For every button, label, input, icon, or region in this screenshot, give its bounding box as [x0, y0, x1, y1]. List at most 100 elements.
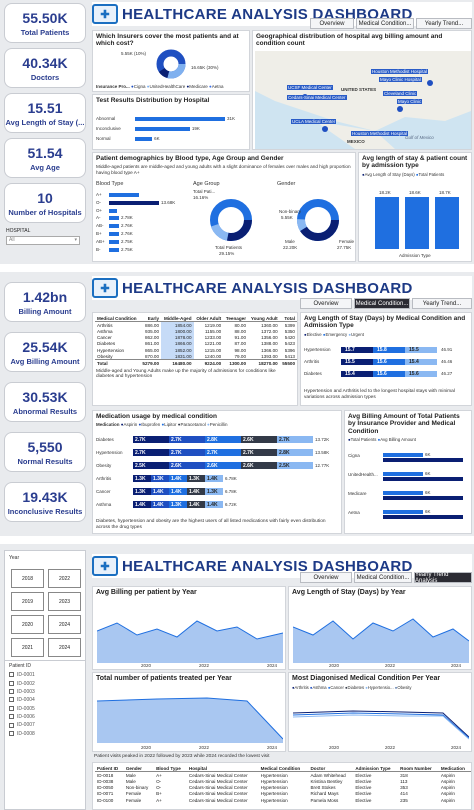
tab-medical-condition[interactable]: Medical Condition... [356, 18, 414, 29]
blood-type-bar[interactable] [109, 239, 119, 244]
medication-segment[interactable] [169, 449, 205, 456]
los-segment[interactable] [405, 371, 437, 377]
tab-medical-condition[interactable]: Medical Condition... [354, 572, 412, 583]
matrix-row[interactable]: Total 5279.00 16480.00 9224.00 1300.00 18270.… [95, 359, 297, 367]
tab-overview[interactable]: Overview [310, 18, 354, 29]
medication-segment[interactable] [205, 475, 223, 482]
stay-bar[interactable] [405, 197, 429, 249]
medication-segment[interactable] [277, 436, 313, 443]
table-row[interactable]: ID-0038 Male O- Cedars-Sinai Medical Center… [95, 778, 471, 784]
gender-donut[interactable] [283, 193, 353, 247]
patient-id-item[interactable]: ID-0003 [5, 688, 85, 696]
billing-bar[interactable] [383, 491, 423, 495]
medication-segment[interactable] [151, 501, 169, 508]
tab-yearly-trend[interactable]: Yearly Trend Analysis [414, 572, 472, 584]
medication-segment[interactable] [151, 475, 169, 482]
tab-overview[interactable]: Overview [300, 572, 352, 583]
year-tile[interactable]: 2019 [11, 592, 44, 611]
year-tile[interactable]: 2023 [48, 592, 81, 611]
los-segment[interactable] [405, 359, 437, 365]
medication-segment[interactable] [241, 462, 277, 469]
medication-segment[interactable] [205, 501, 223, 508]
map-point[interactable] [397, 106, 403, 112]
patient-id-item[interactable]: ID-0001 [5, 671, 85, 679]
billing-bar[interactable] [383, 515, 463, 519]
medication-segment[interactable] [277, 449, 313, 456]
checkbox-icon[interactable] [9, 705, 14, 711]
table-row[interactable]: ID-0071 Female B+ Cedars-Sinai Medical Cent… [95, 791, 471, 797]
medication-segment[interactable] [169, 475, 187, 482]
checkbox-icon[interactable] [9, 714, 14, 720]
medication-segment[interactable] [205, 488, 223, 495]
matrix-row[interactable]: Hypertension 865.00 1852.00 1215.00 98.00 136… [95, 346, 297, 354]
patient-id-item[interactable]: ID-0005 [5, 705, 85, 713]
medication-segment[interactable] [205, 462, 241, 469]
tab-medical-condition[interactable]: Medical Condition... [354, 298, 410, 309]
medication-segment[interactable] [187, 488, 205, 495]
medication-segment[interactable] [169, 436, 205, 443]
patient-id-item[interactable]: ID-0007 [5, 721, 85, 729]
blood-type-bar[interactable] [109, 193, 139, 197]
los-segment[interactable] [405, 347, 437, 353]
checkbox-icon[interactable] [9, 697, 14, 703]
year-tile[interactable]: 2024 [48, 615, 81, 634]
los-segment[interactable] [373, 359, 405, 365]
medication-segment[interactable] [151, 488, 169, 495]
map-area[interactable]: Houston Methodist Hospital Mayo Clinic H… [255, 51, 471, 149]
blood-type-bar[interactable] [109, 200, 159, 205]
matrix-row[interactable]: Arthritis 886.00 1854.00 1219.00 80.00 1360.0… [95, 321, 297, 329]
los-segment[interactable] [341, 359, 373, 365]
insurer-donut[interactable] [141, 49, 201, 79]
matrix-row[interactable]: Diabetes 861.00 1866.00 1221.00 87.00 1388.00… [95, 340, 297, 347]
age-group-donut[interactable] [193, 193, 269, 247]
year-tile[interactable]: 2022 [48, 569, 81, 588]
year-tile[interactable]: 2018 [11, 569, 44, 588]
patient-id-item[interactable]: ID-0002 [5, 679, 85, 687]
stay-bar[interactable] [375, 197, 399, 249]
year-tile[interactable]: 2021 [11, 638, 44, 657]
test-result-bar[interactable] [135, 127, 190, 131]
medication-segment[interactable] [205, 449, 241, 456]
blood-type-bar[interactable] [109, 232, 119, 236]
matrix-row[interactable]: Cancer 862.00 1878.00 1233.00 91.00 1356.00 54… [95, 334, 297, 341]
blood-type-bar[interactable] [109, 216, 119, 221]
diagnosed-lines[interactable] [293, 695, 469, 743]
patient-id-item[interactable]: ID-0004 [5, 696, 85, 704]
medication-segment[interactable] [133, 449, 169, 456]
table-row[interactable]: ID-0018 Male A+ Cedars-Sinai Medical Center… [95, 772, 471, 779]
billing-bar[interactable] [383, 510, 423, 514]
patient-id-item[interactable]: ID-0008 [5, 730, 85, 738]
table-row[interactable]: ID-0050 Non-binary O- Cedars-Sinai Medical … [95, 785, 471, 791]
hospital-filter-dropdown[interactable]: All ▾ [6, 236, 80, 245]
billing-bar[interactable] [383, 453, 423, 457]
checkbox-icon[interactable] [9, 722, 14, 728]
medication-segment[interactable] [133, 475, 151, 482]
checkbox-icon[interactable] [9, 689, 14, 695]
medication-segment[interactable] [133, 462, 169, 469]
medication-segment[interactable] [133, 488, 151, 495]
medication-segment[interactable] [187, 475, 205, 482]
patient-id-item[interactable]: ID-0006 [5, 713, 85, 721]
map-point[interactable] [322, 126, 328, 132]
tab-overview[interactable]: Overview [300, 298, 352, 309]
blood-type-bar[interactable] [109, 247, 119, 252]
tab-yearly-trend[interactable]: Yearly Trend... [416, 18, 472, 29]
patients-year-area[interactable] [97, 687, 283, 743]
los-segment[interactable] [373, 371, 405, 377]
matrix-row[interactable]: Obesity 870.00 1831.00 1240.00 79.00 1393.00 5… [95, 353, 297, 360]
year-tile[interactable]: 2024 [48, 638, 81, 657]
los-segment[interactable] [341, 371, 373, 377]
stay-bar[interactable] [435, 197, 459, 249]
map-point[interactable] [427, 80, 433, 86]
medication-segment[interactable] [241, 449, 277, 456]
blood-type-bar[interactable] [109, 224, 119, 229]
billing-bar[interactable] [383, 472, 423, 476]
billing-year-area[interactable] [97, 601, 283, 663]
los-segment[interactable] [373, 347, 405, 353]
billing-bar[interactable] [383, 477, 463, 481]
medication-segment[interactable] [205, 436, 241, 443]
test-result-bar[interactable] [135, 137, 153, 141]
medication-segment[interactable] [133, 436, 169, 443]
medication-segment[interactable] [133, 501, 151, 508]
los-segment[interactable] [341, 347, 373, 353]
